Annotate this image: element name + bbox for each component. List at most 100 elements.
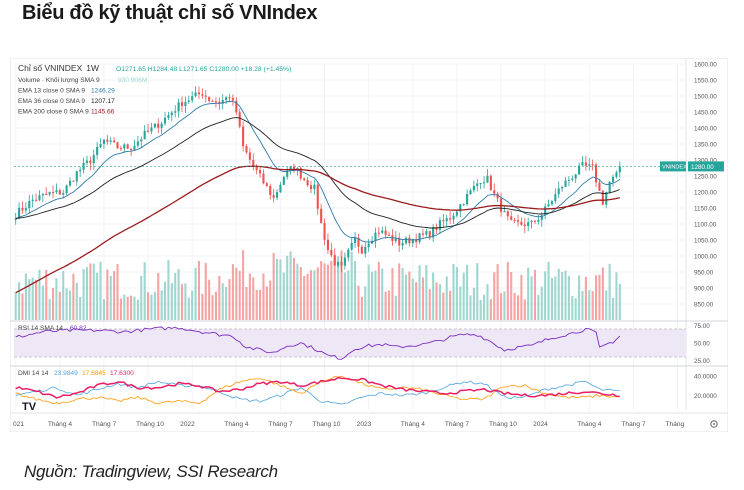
volume-bar <box>62 271 65 320</box>
volume-bar <box>391 268 394 320</box>
volume-bar <box>313 270 316 320</box>
candle-body <box>459 204 462 212</box>
candle-body <box>540 215 543 220</box>
candle-body <box>48 192 51 195</box>
volume-bar <box>418 265 421 320</box>
volume-bar <box>421 277 425 320</box>
settings-icon[interactable] <box>710 420 718 428</box>
candle-body <box>102 139 105 145</box>
volume-bar <box>51 288 55 320</box>
volume-bar <box>357 285 360 320</box>
rsi-tick-label: 25.00 <box>694 358 710 365</box>
candle-body <box>503 211 506 213</box>
volume-bar <box>333 254 336 320</box>
page-title: Biểu đồ kỹ thuật chỉ số VNIndex <box>22 2 318 24</box>
candle-body <box>564 180 567 187</box>
volume-bar <box>411 278 414 320</box>
volume-bar <box>68 290 72 320</box>
volume-bar <box>197 261 201 320</box>
vnindex-chart[interactable]: 1600.00 1550.00 1500.00 1450.00 1400.00 1350.… <box>10 58 728 432</box>
candle-body <box>116 142 119 149</box>
candle-body <box>476 183 479 186</box>
dmi-label: DMI 14 14 <box>18 370 49 377</box>
volume-bar <box>248 273 251 320</box>
candle-body <box>578 165 581 175</box>
candle-body <box>282 176 285 185</box>
candle-body <box>153 123 156 128</box>
last-price-symbol-box <box>660 161 686 172</box>
candle-body <box>242 126 245 147</box>
volume-bar <box>225 286 228 320</box>
time-axis: 021 Tháng 4 Tháng 7 Tháng 10 2022 Tháng 4 Thán… <box>10 412 728 428</box>
price-tick-label: 1500.00 <box>694 94 717 101</box>
candle-body <box>472 185 475 191</box>
candle-body <box>269 186 272 196</box>
candle-body <box>235 100 238 113</box>
candle-body <box>265 183 268 187</box>
volume-bar <box>106 269 109 320</box>
candle-body <box>130 148 133 151</box>
candle-body <box>337 262 340 266</box>
candle-body <box>469 190 472 195</box>
volume-bar <box>367 264 370 320</box>
volume-bar <box>275 258 279 320</box>
volume-bar <box>605 290 608 320</box>
volume-bar <box>136 299 139 320</box>
ohlc-readout: O1271.65 H1284.48 L1271.65 C1280.00 +18.… <box>116 66 291 73</box>
time-tick-label: Tháng 4 <box>401 421 426 428</box>
volume-bar <box>408 271 411 320</box>
dmi-plus-line <box>15 380 620 405</box>
candle-body <box>18 208 21 219</box>
volume-bar <box>150 294 153 320</box>
candle-body <box>550 201 553 205</box>
volume-bar <box>595 275 598 320</box>
candle-body <box>113 140 116 143</box>
dmi-value: 17.6845 <box>82 370 106 377</box>
volume-bar <box>38 269 41 320</box>
volume-bar <box>14 292 17 320</box>
candle-body <box>330 249 333 256</box>
volume-bar <box>28 279 31 320</box>
candle-body <box>326 239 329 250</box>
candle-body <box>208 96 211 102</box>
volume-bar <box>252 277 255 320</box>
candle-body <box>316 184 319 209</box>
candle-body <box>588 164 591 166</box>
candle-body <box>197 92 201 95</box>
volume-bar <box>245 286 248 320</box>
volume-bar <box>41 285 44 320</box>
adx-line <box>15 376 620 399</box>
candle-body <box>252 159 255 167</box>
volume-bar <box>214 291 217 320</box>
volume-bar <box>347 270 350 320</box>
candle-body <box>595 164 598 183</box>
volume-bar <box>574 298 577 320</box>
candle-body <box>408 237 411 244</box>
volume-bar <box>238 270 241 320</box>
price-tick-label: 1200.00 <box>694 190 717 197</box>
candle-body <box>354 237 357 244</box>
candle-body <box>24 208 27 211</box>
volume-bar <box>140 275 143 320</box>
candle-body <box>561 186 564 189</box>
volume-bar <box>133 296 136 320</box>
volume-bar <box>469 295 472 320</box>
volume-bar <box>350 251 353 320</box>
candle-body <box>296 168 299 170</box>
ema200-line <box>15 165 620 294</box>
volume-bar <box>323 263 326 320</box>
volume-bar <box>499 293 503 320</box>
time-tick-label: Tháng 10 <box>489 421 517 428</box>
candle-body <box>357 237 360 247</box>
candle-body <box>228 97 231 99</box>
candle-body <box>601 190 604 205</box>
candle-body <box>523 224 526 227</box>
legend-value: 1246.29 <box>91 88 115 95</box>
volume-bar <box>170 283 173 320</box>
candle-body <box>157 123 160 128</box>
volume-bar <box>163 281 167 320</box>
volume-bar <box>611 297 615 320</box>
volume-bar <box>533 269 537 320</box>
candle-body <box>513 219 516 221</box>
legend-value: 930.906M <box>118 77 147 84</box>
